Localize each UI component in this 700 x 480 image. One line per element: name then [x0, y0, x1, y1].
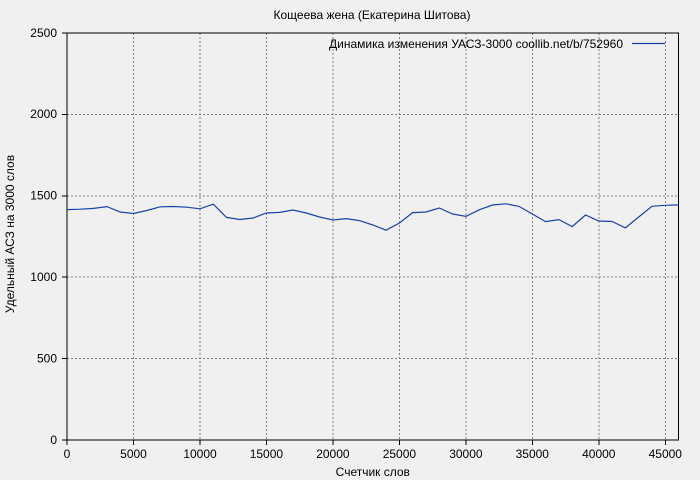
svg-text:30000: 30000	[449, 447, 483, 461]
svg-text:Кощеева жена (Екатерина Шитова: Кощеева жена (Екатерина Шитова)	[274, 8, 471, 22]
svg-text:25000: 25000	[383, 447, 417, 461]
svg-text:Динамика изменения УАСЗ-3000 c: Динамика изменения УАСЗ-3000 coollib.net…	[329, 37, 623, 51]
svg-text:0: 0	[64, 447, 71, 461]
svg-text:0: 0	[50, 433, 57, 447]
svg-text:Счетчик слов: Счетчик слов	[336, 465, 410, 479]
svg-text:500: 500	[37, 351, 57, 365]
svg-text:40000: 40000	[582, 447, 616, 461]
svg-text:5000: 5000	[120, 447, 147, 461]
svg-text:45000: 45000	[649, 447, 683, 461]
svg-text:15000: 15000	[250, 447, 284, 461]
svg-text:10000: 10000	[183, 447, 217, 461]
svg-text:2000: 2000	[30, 107, 57, 121]
svg-text:Удельный АСЗ на 3000 слов: Удельный АСЗ на 3000 слов	[3, 155, 17, 313]
svg-text:2500: 2500	[30, 26, 57, 40]
svg-text:1000: 1000	[30, 270, 57, 284]
svg-text:20000: 20000	[316, 447, 350, 461]
svg-text:35000: 35000	[516, 447, 550, 461]
svg-text:1500: 1500	[30, 189, 57, 203]
